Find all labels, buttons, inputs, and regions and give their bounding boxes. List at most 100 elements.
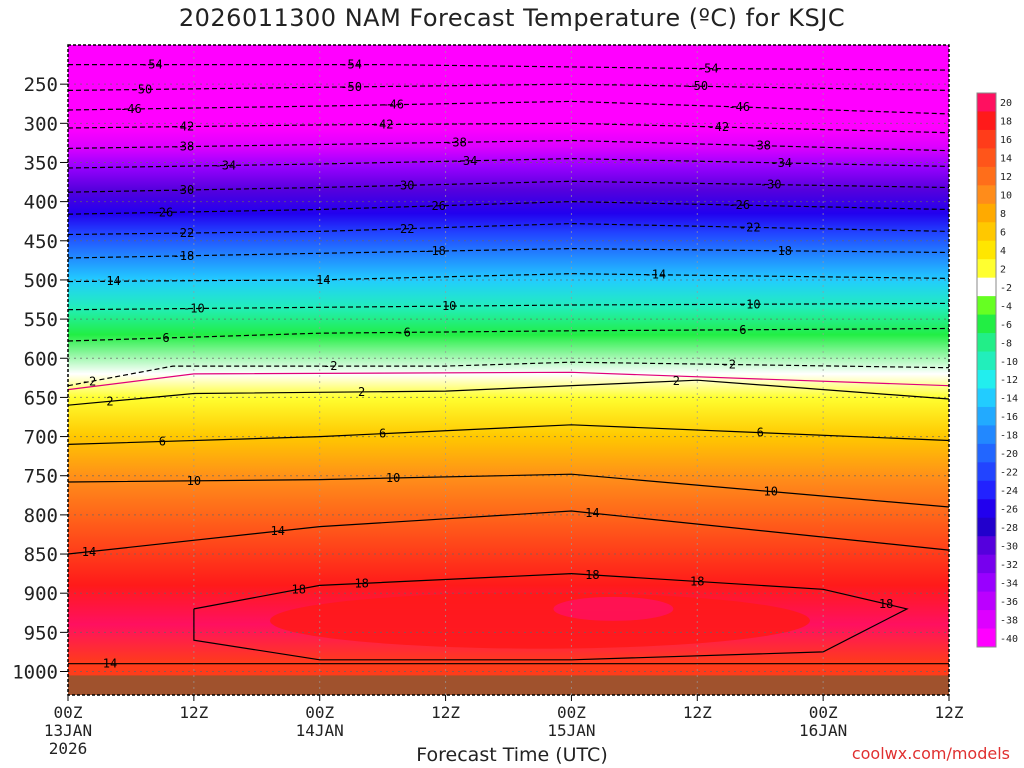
colorbar-swatch — [977, 443, 996, 463]
x-tick-label: 00Z — [809, 703, 838, 722]
colorbar: 20 18 16 14 12 10 8 6 4 2 -2 -4 -6 -8 -10 -12 -14 -16 -18 -… — [976, 92, 1018, 648]
colorbar-swatch — [977, 259, 996, 279]
colorbar-swatch — [977, 277, 996, 297]
colorbar-label: 4 — [1000, 246, 1006, 257]
contour-label: -2 — [722, 357, 736, 371]
contour-line — [68, 247, 949, 259]
contour-label: -50 — [686, 79, 708, 93]
contour-label: -14 — [309, 273, 331, 287]
colorbar-label: -40 — [1000, 634, 1018, 645]
warmest-region — [553, 596, 674, 621]
contour-label: -14 — [644, 268, 666, 282]
contour-label: -10 — [435, 299, 457, 313]
y-tick-label: 650 — [24, 387, 58, 409]
y-tick-label: 350 — [24, 152, 58, 174]
colorbar-label: -4 — [1000, 301, 1012, 312]
contour-label: -34 — [770, 156, 792, 170]
colorbar-label: 14 — [1000, 154, 1012, 165]
colorbar-swatch — [977, 111, 996, 131]
colorbar-swatch — [977, 628, 996, 648]
colorbar-swatch — [977, 406, 996, 426]
contour-label: 14 — [103, 657, 117, 671]
contour-label: -54 — [141, 58, 163, 72]
contour-label: 18 — [354, 576, 368, 590]
colorbar-swatch — [977, 351, 996, 371]
contour-label: -10 — [739, 297, 761, 311]
colorbar-swatch — [977, 536, 996, 556]
colorbar-swatch — [977, 610, 996, 630]
x-axis-label: Forecast Time (UTC) — [416, 744, 608, 766]
x-tick-label: 12Z — [431, 703, 460, 722]
y-tick-label: 550 — [24, 309, 58, 331]
contour-line — [68, 200, 949, 215]
contour-label: -42 — [372, 117, 394, 131]
x-tick-label: 12Z — [683, 703, 712, 722]
contour-line — [68, 327, 949, 342]
x-tick-year: 2026 — [49, 739, 88, 758]
x-tick-date: 14JAN — [296, 721, 344, 740]
contour-label: 14 — [271, 524, 285, 538]
plot-area: -54 -54 -54 -50 -50 -50 -46 -46 -46 -42 -42 -42 -38 -… — [67, 44, 950, 696]
contour-label: -22 — [393, 222, 415, 236]
colorbar-label: -20 — [1000, 449, 1018, 460]
x-tick-date: 15JAN — [547, 721, 595, 740]
colorbar-label: -10 — [1000, 357, 1018, 368]
contour-label: 18 — [690, 574, 704, 588]
contour-label: -54 — [340, 58, 362, 72]
colorbar-swatch — [977, 166, 996, 186]
contour-label: -30 — [173, 183, 195, 197]
contour-label: -38 — [173, 140, 195, 154]
colorbar-label: 10 — [1000, 191, 1012, 202]
contour-label: -26 — [728, 198, 750, 212]
colorbar-label: -28 — [1000, 523, 1018, 534]
temperature-field — [68, 45, 949, 695]
y-tick-label: 300 — [24, 113, 58, 135]
x-tick-label: 00Z — [305, 703, 334, 722]
contour-label: -2 — [323, 359, 337, 373]
contour-line — [68, 83, 949, 91]
contour-label: -30 — [393, 178, 415, 192]
colorbar-label: -12 — [1000, 375, 1018, 386]
chart-title: 2026011300 NAM Forecast Temperature (ºC)… — [178, 4, 846, 32]
contour-label: -34 — [214, 159, 236, 173]
contour-label: 2 — [358, 385, 365, 399]
colorbar-label: 12 — [1000, 172, 1012, 183]
contour-label: -46 — [382, 98, 404, 112]
contour-label: -46 — [120, 102, 142, 116]
contour-label: 10 — [386, 471, 400, 485]
contour-line — [68, 371, 949, 391]
colorbar-label: 6 — [1000, 228, 1006, 239]
contour-line — [68, 157, 949, 169]
warm-core-region — [269, 592, 810, 649]
contour-label: -10 — [183, 302, 205, 316]
colorbar-label: 2 — [1000, 264, 1006, 275]
contour-line — [193, 572, 909, 661]
contour-label: -50 — [131, 83, 153, 97]
colorbar-swatch — [977, 148, 996, 168]
colorbar-label: 8 — [1000, 209, 1006, 220]
colorbar-frame — [976, 92, 997, 648]
y-tick-label: 950 — [24, 622, 58, 644]
contour-line — [68, 302, 949, 311]
contour-label: -6 — [155, 331, 169, 345]
contour-label: -38 — [749, 139, 771, 153]
plot-frame — [67, 44, 950, 696]
colorbar-swatch — [977, 129, 996, 149]
contour-label: 2 — [106, 394, 113, 408]
contour-line — [68, 510, 949, 555]
colorbar-swatch — [977, 185, 996, 205]
contour-label: -18 — [424, 244, 446, 258]
contour-label: 10 — [187, 474, 201, 488]
colorbar-label: -18 — [1000, 431, 1018, 442]
contour-label: 6 — [757, 426, 764, 440]
colorbar-swatch — [977, 388, 996, 408]
colorbar-label: 18 — [1000, 117, 1012, 128]
contour-label: 18 — [585, 568, 599, 582]
contour-label: -42 — [707, 120, 729, 134]
colorbar-swatch — [977, 203, 996, 223]
contour-label: -42 — [173, 120, 195, 134]
contour-label: -2 — [82, 375, 96, 389]
colorbar-label: -38 — [1000, 615, 1018, 626]
colorbar-label: 16 — [1000, 135, 1012, 146]
